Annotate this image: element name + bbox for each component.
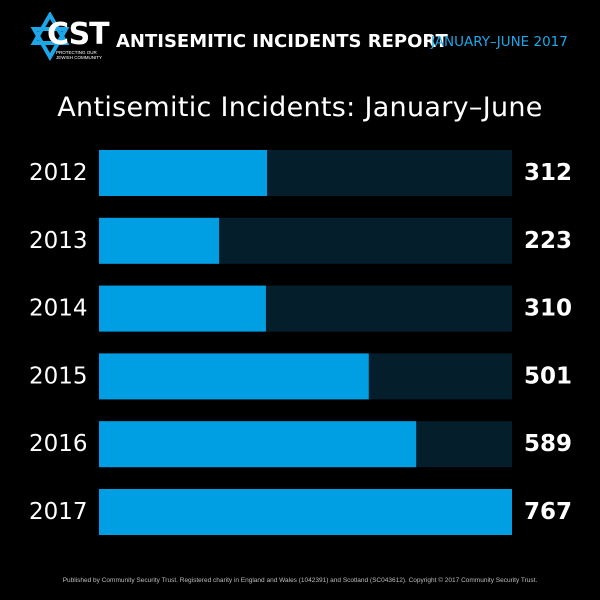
bar-2013 — [99, 217, 220, 264]
bar-2016 — [99, 421, 417, 468]
star-of-david-icon — [30, 12, 70, 62]
value-label: 312 — [524, 160, 572, 186]
bar-2015 — [99, 353, 369, 400]
bar-2017 — [99, 489, 512, 535]
chart-title: Antisemitic Incidents: January–June — [57, 92, 543, 123]
logo-text: CST — [47, 17, 110, 52]
report-title: ANTISEMITIC INCIDENTS REPORT — [116, 31, 448, 52]
bar-chart: 2012 312 2013 223 2014 310 2015 501 2016 589 2017 7… — [29, 150, 572, 535]
category-label: 2015 — [29, 363, 88, 389]
value-label: 310 — [524, 296, 572, 322]
category-label: 2017 — [29, 499, 88, 525]
value-label: 589 — [524, 431, 572, 457]
category-label: 2016 — [29, 431, 88, 457]
category-label: 2014 — [29, 296, 88, 322]
value-label: 223 — [524, 228, 572, 254]
footer-text: Published by Community Security Trust. R… — [62, 577, 538, 584]
bar-2012 — [99, 150, 267, 196]
category-label: 2012 — [29, 160, 88, 186]
bar-2014 — [99, 285, 266, 332]
cst-logo: CST PROTECTING OUR JEWISH COMMUNITY — [28, 12, 110, 66]
report-period: JANUARY–JUNE 2017 — [431, 34, 568, 50]
value-label: 501 — [524, 363, 572, 389]
value-label: 767 — [524, 499, 572, 525]
logo-subtitle: PROTECTING OUR JEWISH COMMUNITY — [56, 50, 102, 60]
report-header: CST PROTECTING OUR JEWISH COMMUNITY ANTI… — [28, 12, 588, 66]
category-label: 2013 — [29, 228, 88, 254]
